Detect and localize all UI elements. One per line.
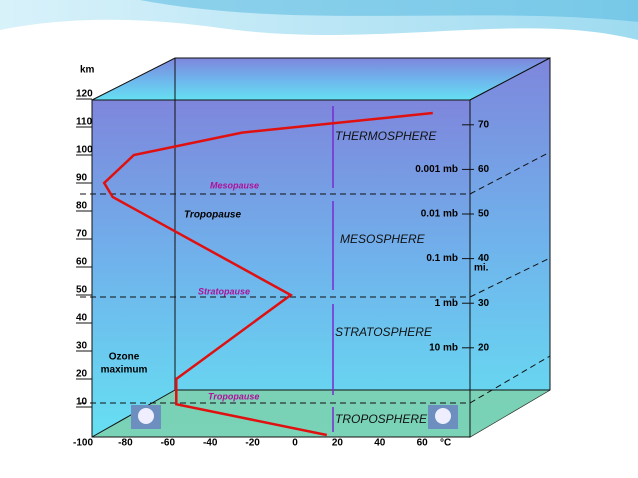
- layer-name: MESOSPHERE: [340, 232, 426, 246]
- x-tick-label: -100: [73, 438, 93, 449]
- y-tick-label: 20: [76, 369, 88, 380]
- layer-name: TROPOSPHERE: [335, 412, 428, 426]
- y-tick-label: 60: [76, 257, 88, 268]
- boundary-line: [80, 355, 551, 404]
- y-tick-label: 100: [76, 145, 93, 156]
- x-tick-label: -80: [118, 438, 133, 449]
- layer-name: THERMOSPHERE: [335, 129, 437, 143]
- boundary-label: Mesopause: [210, 180, 259, 190]
- ozone-label: maximum: [101, 365, 148, 376]
- x-tick-label: -20: [245, 438, 260, 449]
- clouds: [131, 405, 458, 429]
- box-side: [469, 57, 551, 438]
- layer-name: STRATOSPHERE: [335, 325, 433, 339]
- right-unit: mi.: [474, 263, 489, 274]
- right-tick-label: 40: [478, 253, 490, 264]
- right-tick-label: 60: [478, 164, 490, 175]
- box-frame: [91, 99, 471, 438]
- x-tick-label: -60: [161, 438, 176, 449]
- pressure-label: 0.01 mb: [421, 209, 458, 220]
- y-tick-label: 120: [76, 89, 93, 100]
- boundary-line: [80, 151, 551, 195]
- y-tick-label: 110: [76, 117, 93, 128]
- pressure-label: 0.1 mb: [426, 253, 458, 264]
- y-tick-label: 30: [76, 341, 88, 352]
- ozone-label: Ozone: [109, 352, 140, 363]
- y-tick-label: 50: [76, 285, 88, 296]
- pressure-label: 1 mb: [435, 298, 458, 309]
- x-unit: °C: [440, 438, 451, 449]
- y-tick-label: 70: [76, 229, 88, 240]
- right-tick-label: 30: [478, 298, 490, 309]
- pressure-label: 10 mb: [429, 342, 458, 353]
- boundary-label: Stratopause: [198, 286, 250, 296]
- pressure-label: 0.001 mb: [415, 164, 458, 175]
- cloud: [138, 408, 154, 424]
- y-tick-label: 80: [76, 201, 88, 212]
- right-tick-label: 70: [478, 119, 490, 130]
- x-tick-label: 20: [332, 438, 344, 449]
- cloud: [435, 408, 451, 424]
- header-wave: [140, 0, 638, 22]
- x-tick-label: 60: [417, 438, 429, 449]
- right-tick-label: 20: [478, 342, 490, 353]
- box-front: [92, 100, 470, 437]
- boundary-line: [80, 257, 551, 298]
- x-tick-label: 0: [292, 438, 298, 449]
- y-tick-label: 40: [76, 313, 88, 324]
- boundary-label: Tropopause: [184, 210, 241, 221]
- y-tick-label: 90: [76, 173, 88, 184]
- boundaries: [80, 151, 551, 404]
- x-tick-label: 40: [374, 438, 386, 449]
- right-tick-label: 50: [478, 209, 490, 220]
- y-tick-label: 10: [76, 397, 88, 408]
- boundary-label: Tropopause: [208, 391, 259, 401]
- temperature-profile: [102, 111, 433, 437]
- y-unit: km: [80, 65, 95, 76]
- x-tick-label: -40: [203, 438, 218, 449]
